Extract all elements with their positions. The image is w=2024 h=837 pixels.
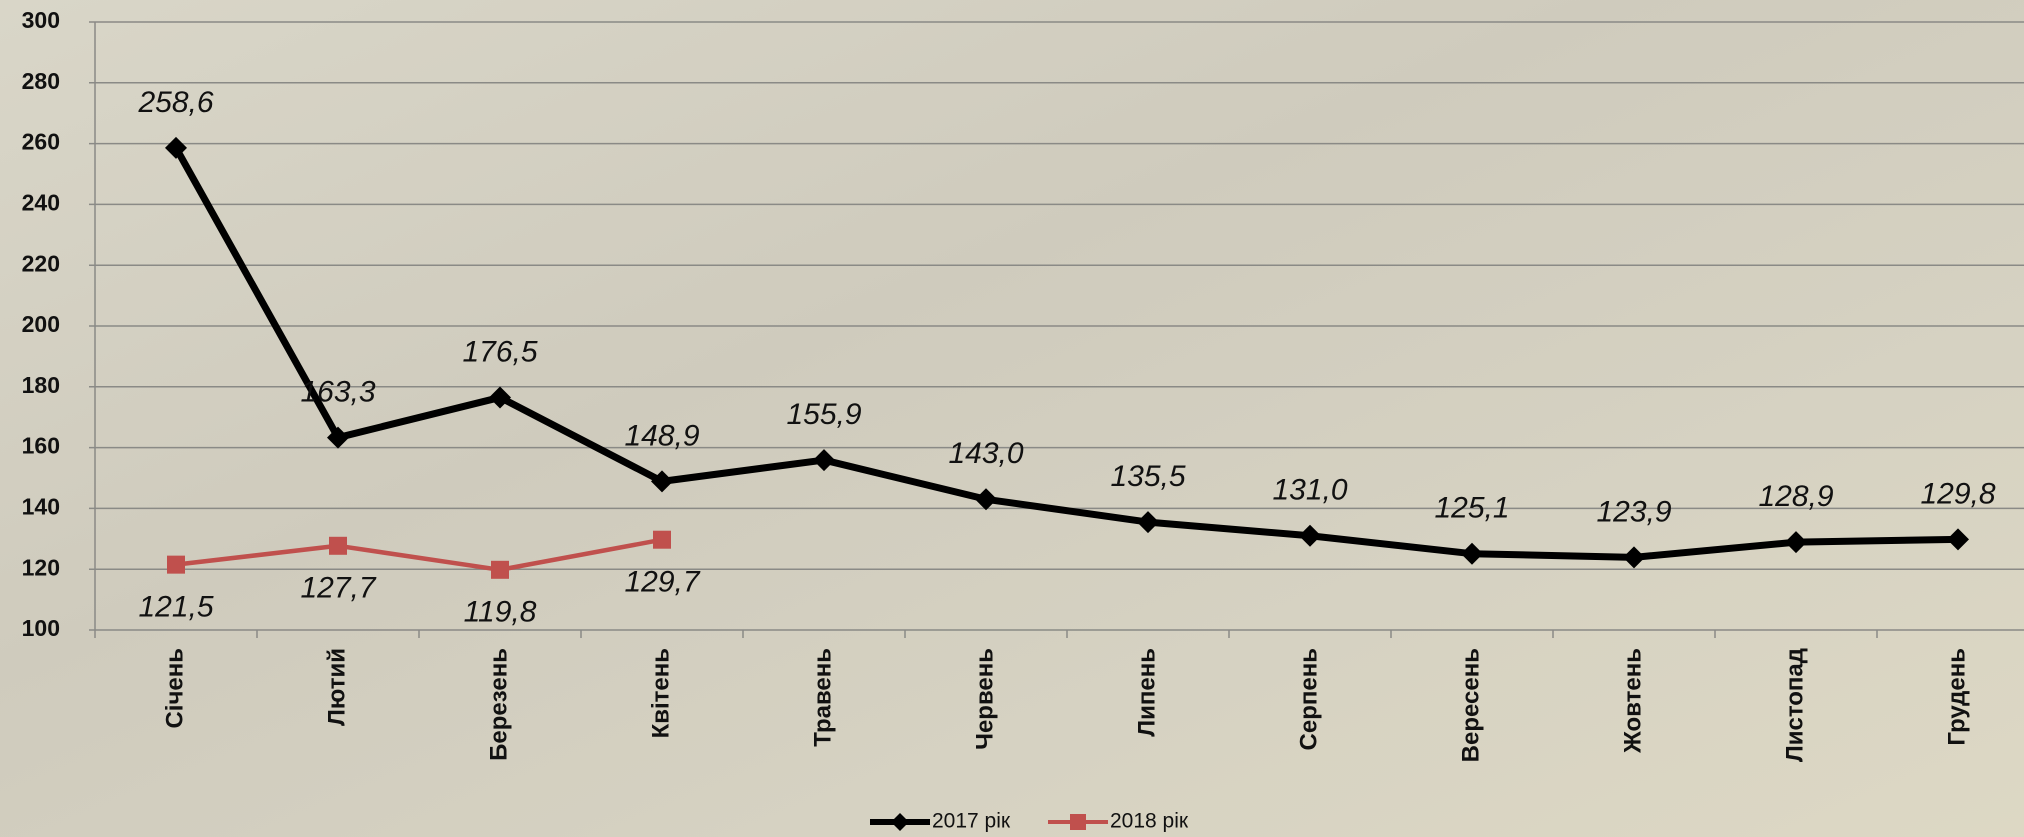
x-tick-label: Травень bbox=[809, 648, 836, 747]
legend-item: 2017 рік bbox=[870, 810, 1011, 833]
marker bbox=[651, 470, 673, 493]
legend-marker bbox=[1070, 814, 1086, 830]
marker bbox=[1461, 542, 1483, 565]
x-tick-label: Грудень bbox=[1943, 648, 1970, 746]
series-line bbox=[175, 537, 663, 573]
x-tick-label: Квітень bbox=[647, 648, 674, 738]
data-label: 148,9 bbox=[624, 419, 699, 452]
marker bbox=[1137, 511, 1159, 534]
y-tick-label: 120 bbox=[22, 554, 60, 580]
marker bbox=[1299, 524, 1321, 547]
x-tick-label: Вересень bbox=[1457, 648, 1484, 762]
y-tick-label: 280 bbox=[22, 68, 60, 94]
data-label: 125,1 bbox=[1434, 492, 1509, 525]
y-tick-label: 200 bbox=[22, 311, 60, 337]
y-tick-label: 220 bbox=[22, 250, 60, 276]
data-label: 128,9 bbox=[1758, 480, 1833, 513]
data-label: 258,6 bbox=[137, 86, 213, 119]
y-tick-label: 100 bbox=[22, 615, 60, 641]
data-label: 131,0 bbox=[1272, 474, 1347, 507]
x-tick-label: Березень bbox=[485, 648, 512, 761]
legend-item: 2018 рік bbox=[1048, 810, 1189, 833]
x-tick-label: Листопад bbox=[1781, 648, 1808, 762]
marker bbox=[1623, 546, 1645, 569]
marker bbox=[167, 555, 185, 574]
data-label: 176,5 bbox=[462, 335, 537, 368]
x-tick-label: Лютий bbox=[323, 648, 350, 726]
legend-label: 2017 рік bbox=[932, 810, 1011, 833]
marker bbox=[653, 530, 671, 549]
x-tick-label: Жовтень bbox=[1619, 648, 1646, 754]
x-tick-label: Серпень bbox=[1295, 648, 1322, 750]
y-tick-label: 180 bbox=[22, 372, 60, 398]
x-tick-label: Липень bbox=[1133, 648, 1160, 737]
data-label: 119,8 bbox=[464, 596, 537, 629]
marker bbox=[813, 449, 835, 472]
marker bbox=[1785, 531, 1807, 554]
y-tick-label: 140 bbox=[22, 493, 60, 519]
y-tick-label: 260 bbox=[22, 129, 60, 155]
data-label: 135,5 bbox=[1110, 460, 1185, 493]
y-tick-label: 300 bbox=[22, 7, 60, 33]
x-tick-label: Червень bbox=[971, 648, 998, 750]
data-label: 123,9 bbox=[1596, 495, 1671, 528]
data-label: 121,5 bbox=[138, 591, 213, 624]
y-tick-label: 160 bbox=[22, 433, 60, 459]
x-tick-label: Січень bbox=[161, 648, 188, 729]
legend-label: 2018 рік bbox=[1110, 810, 1189, 833]
data-label: 155,9 bbox=[786, 398, 861, 431]
marker bbox=[489, 386, 511, 409]
marker bbox=[327, 426, 349, 449]
marker bbox=[165, 136, 187, 159]
marker bbox=[1947, 528, 1969, 551]
data-label: 163,3 bbox=[300, 375, 375, 408]
data-label: 129,8 bbox=[1920, 477, 1995, 510]
data-label: 127,7 bbox=[300, 572, 376, 605]
marker bbox=[975, 488, 997, 511]
marker bbox=[329, 536, 347, 555]
marker bbox=[491, 560, 509, 579]
y-tick-label: 240 bbox=[22, 189, 60, 215]
legend-marker bbox=[891, 813, 909, 831]
data-label: 143,0 bbox=[948, 437, 1023, 470]
series-line bbox=[172, 146, 1959, 561]
data-label: 129,7 bbox=[624, 566, 700, 599]
